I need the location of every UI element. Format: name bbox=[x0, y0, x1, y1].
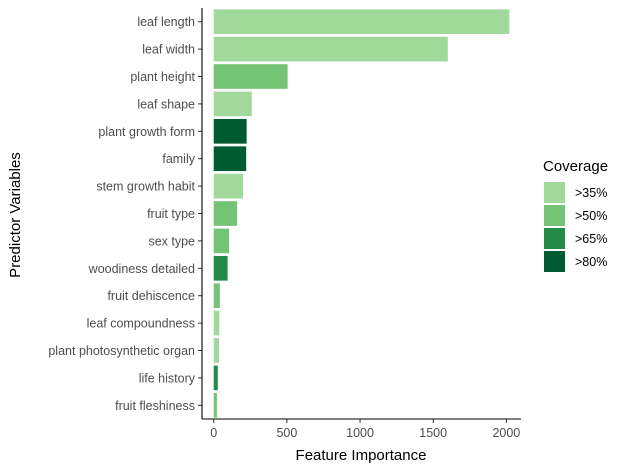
y-tick-label: family bbox=[162, 152, 195, 166]
bar-family bbox=[213, 146, 247, 172]
legend-label: >80% bbox=[575, 255, 607, 269]
x-tick-label: 0 bbox=[210, 426, 217, 440]
y-axis-tick-labels: leaf length leaf width plant height leaf sh… bbox=[48, 15, 202, 413]
bar-fruit-dehiscence bbox=[213, 283, 220, 309]
legend: Coverage >35% >50% >65% >80% bbox=[543, 158, 608, 272]
x-tick-label: 500 bbox=[276, 426, 297, 440]
bar-fruit-type bbox=[213, 201, 238, 226]
y-tick-label: woodiness detailed bbox=[88, 262, 195, 276]
y-tick-label: leaf shape bbox=[137, 97, 195, 111]
x-tick-label: 2000 bbox=[492, 426, 520, 440]
y-tick-label: plant photosynthetic organ bbox=[48, 344, 195, 358]
bar-leaf-length bbox=[213, 9, 510, 35]
y-tick-label: stem growth habit bbox=[96, 180, 195, 194]
bar-woodiness-detailed bbox=[213, 255, 228, 281]
y-tick-label: sex type bbox=[148, 234, 195, 248]
bar-plant-growth-form bbox=[213, 118, 247, 144]
bars-group bbox=[213, 9, 510, 418]
legend-key-2 bbox=[544, 205, 565, 226]
y-tick-label: leaf length bbox=[137, 15, 195, 29]
bar-life-history bbox=[213, 365, 218, 391]
bar-plant-photosynthetic-organ bbox=[213, 338, 219, 363]
x-axis-tick-labels: 0 500 1000 1500 2000 bbox=[210, 419, 520, 440]
y-tick-label: fruit fleshiness bbox=[115, 399, 195, 413]
legend-key-1 bbox=[544, 182, 565, 203]
legend-label: >50% bbox=[575, 209, 607, 223]
y-tick-label: leaf width bbox=[142, 43, 195, 57]
x-axis-title: Feature Importance bbox=[296, 447, 427, 464]
bar-stem-growth-habit bbox=[213, 173, 243, 199]
legend-key-3 bbox=[544, 228, 565, 249]
y-tick-label: leaf compoundness bbox=[87, 317, 195, 331]
legend-label: >65% bbox=[575, 232, 607, 246]
y-tick-label: plant height bbox=[130, 70, 195, 84]
y-tick-label: fruit type bbox=[147, 207, 195, 221]
bar-leaf-width bbox=[213, 36, 448, 62]
y-axis-title: Predictor Variables bbox=[7, 152, 24, 278]
x-tick-label: 1500 bbox=[419, 426, 447, 440]
bar-fruit-fleshiness bbox=[213, 392, 217, 418]
bar-sex-type bbox=[213, 228, 230, 254]
y-tick-label: life history bbox=[139, 371, 196, 385]
legend-title: Coverage bbox=[543, 158, 608, 175]
x-tick-label: 1000 bbox=[346, 426, 374, 440]
bar-leaf-compoundness bbox=[213, 310, 220, 336]
y-tick-label: fruit dehiscence bbox=[107, 289, 195, 303]
bar-plant-height bbox=[213, 64, 288, 89]
legend-label: >35% bbox=[575, 186, 607, 200]
y-tick-label: plant growth form bbox=[98, 125, 195, 139]
bar-leaf-shape bbox=[213, 91, 252, 117]
legend-key-4 bbox=[544, 251, 565, 272]
